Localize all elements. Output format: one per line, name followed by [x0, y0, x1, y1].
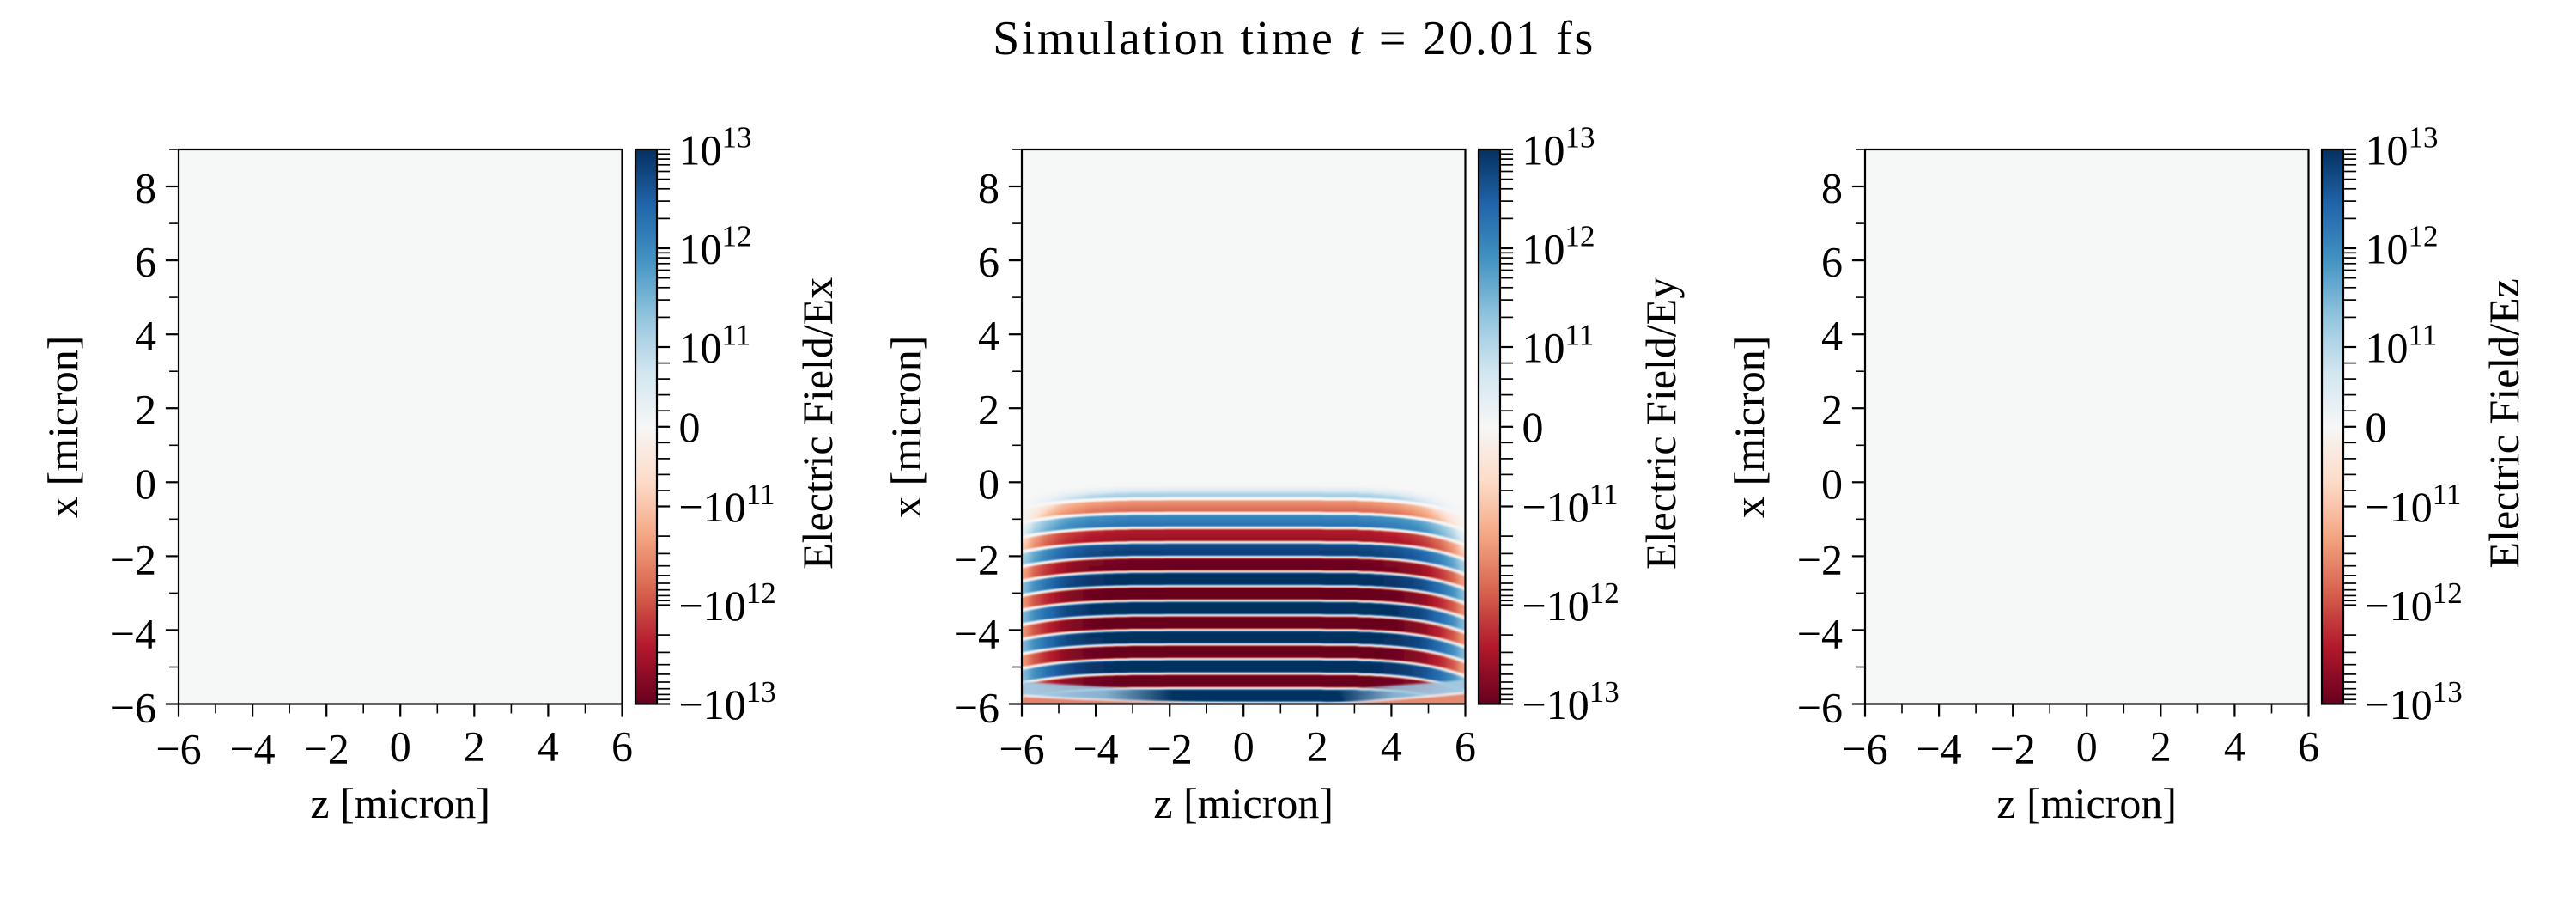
svg-text:2: 2 [2150, 722, 2172, 771]
svg-text:4: 4 [2224, 722, 2245, 771]
svg-text:2: 2 [1821, 386, 1843, 434]
svg-text:−4: −4 [954, 609, 999, 657]
svg-text:−2: −2 [954, 535, 999, 583]
svg-text:Electric Field/Ey: Electric Field/Ey [1637, 277, 1685, 570]
svg-text:8: 8 [1821, 164, 1843, 212]
svg-text:−6: −6 [1842, 725, 1887, 773]
svg-text:6: 6 [611, 722, 633, 771]
svg-text:1012: 1012 [679, 220, 752, 273]
svg-text:−2: −2 [1797, 535, 1843, 583]
svg-text:z [micron]: z [micron] [1153, 779, 1334, 827]
svg-text:2: 2 [135, 386, 156, 434]
svg-text:−6: −6 [111, 684, 156, 732]
svg-text:x [micron]: x [micron] [39, 336, 87, 518]
svg-text:4: 4 [978, 312, 999, 360]
svg-text:−6: −6 [1797, 684, 1843, 732]
svg-text:0: 0 [1821, 460, 1843, 508]
svg-text:6: 6 [135, 238, 156, 286]
svg-text:x [micron]: x [micron] [1725, 336, 1773, 518]
svg-text:Electric Field/Ex: Electric Field/Ex [793, 277, 841, 570]
svg-text:6: 6 [1455, 722, 1476, 771]
svg-text:8: 8 [978, 164, 999, 212]
svg-text:0: 0 [1233, 722, 1255, 771]
svg-text:6: 6 [1821, 238, 1843, 286]
svg-text:0: 0 [978, 460, 999, 508]
svg-text:−2: −2 [1147, 725, 1193, 773]
svg-text:z [micron]: z [micron] [1996, 779, 2177, 827]
svg-text:x [micron]: x [micron] [882, 336, 930, 518]
svg-text:2: 2 [978, 386, 999, 434]
svg-text:6: 6 [2298, 722, 2319, 771]
svg-text:0: 0 [135, 460, 156, 508]
svg-text:4: 4 [538, 722, 559, 771]
svg-text:−6: −6 [155, 725, 201, 773]
svg-text:−4: −4 [111, 609, 156, 657]
svg-text:−4: −4 [1797, 609, 1843, 657]
svg-text:−2: −2 [111, 535, 156, 583]
svg-text:−4: −4 [1916, 725, 1961, 773]
svg-text:2: 2 [1307, 722, 1328, 771]
svg-text:−4: −4 [1072, 725, 1118, 773]
svg-text:z [micron]: z [micron] [310, 779, 490, 827]
svg-text:0: 0 [2366, 403, 2387, 451]
svg-text:−6: −6 [954, 684, 999, 732]
svg-text:0: 0 [1522, 403, 1544, 451]
svg-text:0: 0 [679, 403, 701, 451]
svg-text:Simulation time t = 20.01 fs: Simulation time t = 20.01 fs [993, 12, 1595, 65]
svg-text:Electric Field/Ez: Electric Field/Ez [2480, 278, 2528, 568]
svg-text:4: 4 [1381, 722, 1402, 771]
svg-text:−6: −6 [999, 725, 1044, 773]
svg-text:6: 6 [978, 238, 999, 286]
svg-text:0: 0 [390, 722, 411, 771]
svg-text:4: 4 [1821, 312, 1843, 360]
svg-text:−4: −4 [229, 725, 275, 773]
svg-text:2: 2 [464, 722, 485, 771]
svg-text:4: 4 [135, 312, 156, 360]
svg-text:8: 8 [135, 164, 156, 212]
svg-text:−2: −2 [304, 725, 349, 773]
svg-text:0: 0 [2076, 722, 2098, 771]
svg-text:−2: −2 [1990, 725, 2036, 773]
